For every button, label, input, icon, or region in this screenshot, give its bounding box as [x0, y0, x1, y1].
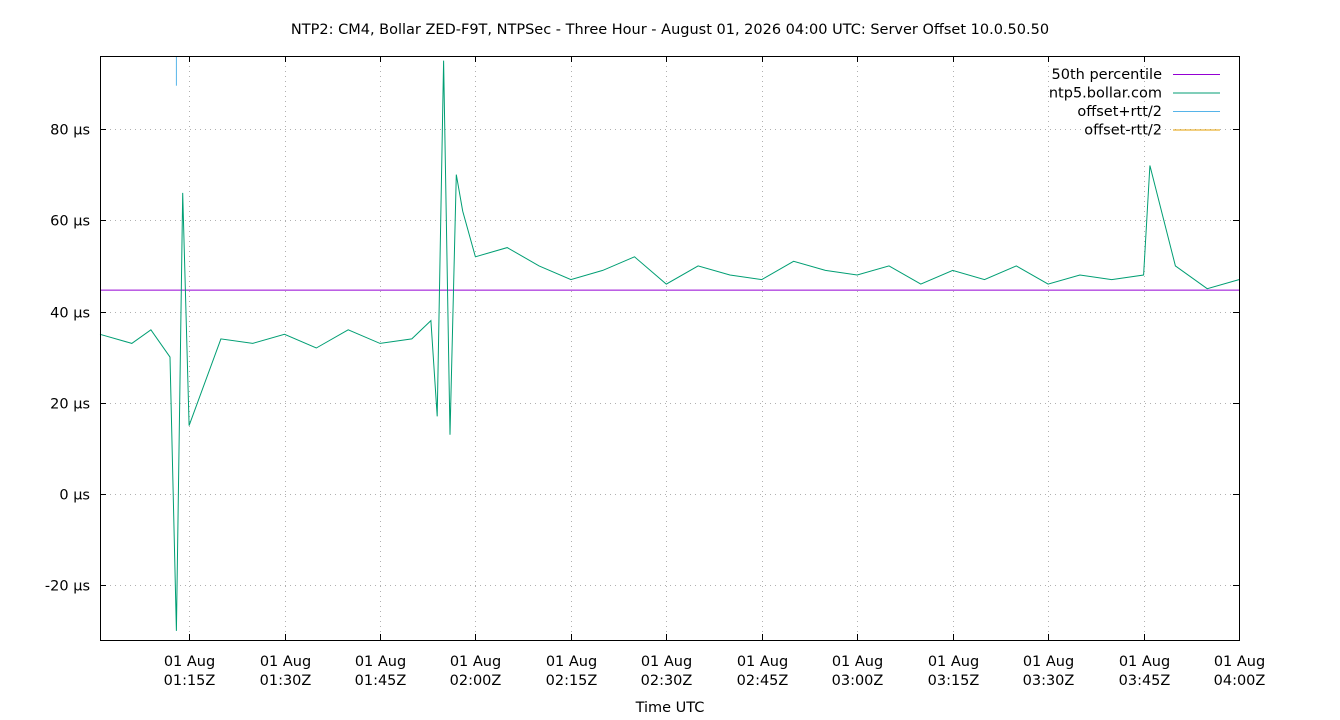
grid-lines: [100, 56, 1240, 640]
y-tick-label: 20 µs: [50, 397, 90, 413]
x-tick-time-label: 04:00Z: [1214, 673, 1266, 689]
legend-label: offset+rtt/2: [1077, 104, 1162, 120]
x-tick-date-label: 01 Aug: [928, 654, 979, 670]
x-tick-date-label: 01 Aug: [355, 654, 406, 670]
legend-label: 50th percentile: [1052, 67, 1163, 83]
x-tick-time-label: 02:15Z: [546, 673, 598, 689]
x-tick-time-label: 02:45Z: [737, 673, 789, 689]
y-tick-label: -20 µs: [45, 579, 90, 595]
x-tick-date-label: 01 Aug: [546, 654, 597, 670]
y-tick-label: 0 µs: [59, 488, 90, 504]
x-tick-date-label: 01 Aug: [737, 654, 788, 670]
x-tick-date-label: 01 Aug: [1214, 654, 1265, 670]
y-tick-label: 80 µs: [50, 123, 90, 139]
x-tick-time-label: 03:00Z: [832, 673, 884, 689]
x-tick-time-label: 01:15Z: [164, 673, 216, 689]
x-tick-date-label: 01 Aug: [641, 654, 692, 670]
legend-label: ntp5.bollar.com: [1049, 86, 1162, 102]
x-tick-time-label: 03:15Z: [928, 673, 980, 689]
legend: 50th percentile ntp5.bollar.com offset+rtt…: [1049, 67, 1220, 139]
x-tick-date-label: 01 Aug: [1023, 654, 1074, 670]
series-line-ntp5-bollar-com: [99, 60, 1240, 631]
x-tick-date-label: 01 Aug: [1119, 654, 1170, 670]
x-tick-time-label: 02:30Z: [641, 673, 693, 689]
legend-label: offset-rtt/2: [1084, 123, 1162, 139]
x-tick-date-label: 01 Aug: [164, 654, 215, 670]
x-tick-time-label: 03:45Z: [1119, 673, 1171, 689]
x-tick-date-label: 01 Aug: [260, 654, 311, 670]
x-tick-time-label: 01:30Z: [260, 673, 312, 689]
x-axis-label: Time UTC: [635, 700, 705, 716]
x-tick-time-label: 01:45Z: [355, 673, 407, 689]
plot-frame: [100, 56, 1240, 641]
x-tick-date-label: 01 Aug: [450, 654, 501, 670]
y-tick-label: 60 µs: [50, 214, 90, 230]
y-tick-label: 40 µs: [50, 306, 90, 322]
x-tick-date-label: 01 Aug: [832, 654, 883, 670]
x-tick-time-label: 02:00Z: [450, 673, 502, 689]
chart-title: NTP2: CM4, Bollar ZED-F9T, NTPSec - Thre…: [291, 22, 1049, 38]
plot-area: [99, 56, 1240, 631]
x-tick-time-label: 03:30Z: [1023, 673, 1075, 689]
axis-ticks: 80 µs 60 µs 40 µs 20 µs 0 µs -20 µs 01 Aug 01:1…: [45, 56, 1265, 689]
